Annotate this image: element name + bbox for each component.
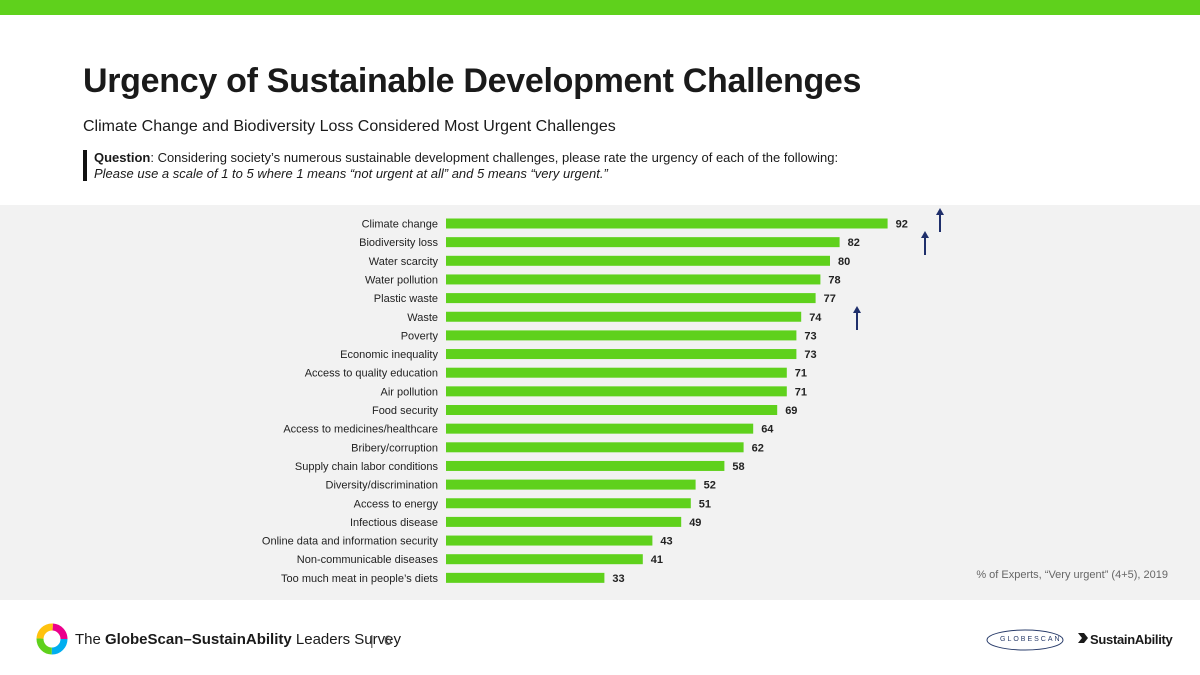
bar [446,386,787,397]
value-label: 51 [699,498,711,510]
bar [446,218,888,229]
bar [446,498,691,509]
value-label: 74 [809,312,822,324]
category-label: Supply chain labor conditions [295,461,439,473]
sustainability-logo-icon [1078,633,1088,643]
value-label: 82 [848,237,860,249]
survey-brand: GlobeScan–SustainAbility [105,631,292,648]
category-label: Waste [407,312,438,324]
value-label: 73 [804,330,816,342]
category-label: Biodiversity loss [359,237,438,249]
category-label: Diversity/discrimination [326,480,438,492]
globescan-logo-icon [986,629,1064,651]
bar [446,423,754,434]
page-subtitle: Climate Change and Biodiversity Loss Con… [83,118,616,135]
bar [446,367,787,378]
trend-up-arrow-icon [936,208,944,232]
survey-suffix: Leaders Survey [291,631,401,648]
category-label: Air pollution [381,386,438,398]
category-label: Food security [372,405,439,417]
category-label: Climate change [362,219,438,231]
value-label: 92 [896,219,908,231]
bar [446,535,653,546]
value-label: 41 [651,554,663,566]
category-label: Water pollution [365,274,438,286]
value-label: 33 [612,573,624,585]
value-label: 43 [660,536,672,548]
category-label: Economic inequality [340,349,438,361]
bar [446,479,696,490]
bar [446,330,797,341]
bar [446,442,744,453]
value-label: 71 [795,368,807,380]
bar [446,516,682,527]
globescan-ring-logo-icon [36,623,68,655]
top-accent-bar [0,0,1200,15]
question-label: Question [94,150,151,165]
bar [446,293,816,304]
bar [446,311,802,322]
page-number: 6 [384,632,392,648]
chart-footnote: % of Experts, “Very urgent” (4+5), 2019 [976,569,1168,581]
value-label: 73 [804,349,816,361]
value-label: 71 [795,386,807,398]
category-label: Plastic waste [374,293,438,305]
bar [446,349,797,360]
value-label: 78 [828,274,840,286]
bar [446,405,778,415]
survey-prefix: The [75,631,106,648]
bar [446,274,821,285]
value-label: 52 [704,480,716,492]
category-label: Water scarcity [369,256,439,268]
category-label: Non-communicable diseases [297,554,439,566]
bar [446,554,643,565]
page-separator: | [370,632,374,648]
question-text: : Considering society’s numerous sustain… [150,150,839,165]
value-label: 62 [752,442,764,454]
bar [446,460,725,471]
value-label: 49 [689,517,701,529]
survey-name: The GlobeScan–SustainAbility Leaders Sur… [75,631,401,648]
value-label: 77 [824,293,836,305]
value-label: 80 [838,256,850,268]
bar [446,572,605,583]
globescan-logo-text: GLOBESCAN [1000,636,1062,643]
category-label: Access to quality education [305,368,438,380]
question-note: Please use a scale of 1 to 5 where 1 mea… [94,166,608,181]
category-label: Online data and information security [262,536,439,548]
footer [0,600,1200,675]
value-label: 64 [761,424,774,436]
bar [446,255,830,266]
category-label: Poverty [401,330,439,342]
trend-up-arrow-icon [853,306,861,330]
chart-panel: Climate change 92 Biodiversity loss 82 Water… [0,205,1200,600]
category-label: Bribery/corruption [351,442,438,454]
category-label: Access to medicines/healthcare [283,424,438,436]
sustainability-logo-text: SustainAbility [1090,632,1173,647]
category-label: Infectious disease [350,517,438,529]
page-title: Urgency of Sustainable Development Chall… [83,62,862,100]
trend-up-arrow-icon [921,231,929,255]
value-label: 58 [732,461,744,473]
value-label: 69 [785,405,797,417]
category-label: Too much meat in people’s diets [281,573,438,585]
category-label: Access to energy [354,498,439,510]
bar-chart: Climate change 92 Biodiversity loss 82 Water… [262,208,944,585]
bar [446,237,840,248]
survey-question: Question: Considering society’s numerous… [83,150,838,181]
